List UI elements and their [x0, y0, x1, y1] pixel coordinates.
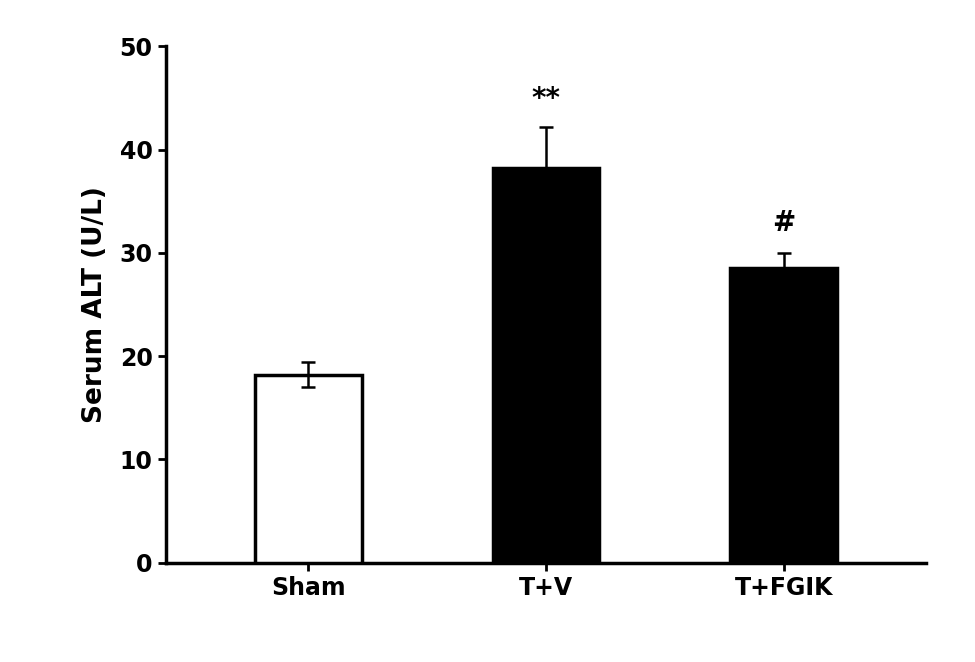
Bar: [492, 168, 600, 563]
Text: **: **: [531, 85, 561, 113]
Text: #: #: [772, 209, 796, 238]
Y-axis label: Serum ALT (U/L): Serum ALT (U/L): [83, 186, 108, 423]
Bar: [730, 268, 838, 563]
Bar: [254, 375, 362, 563]
